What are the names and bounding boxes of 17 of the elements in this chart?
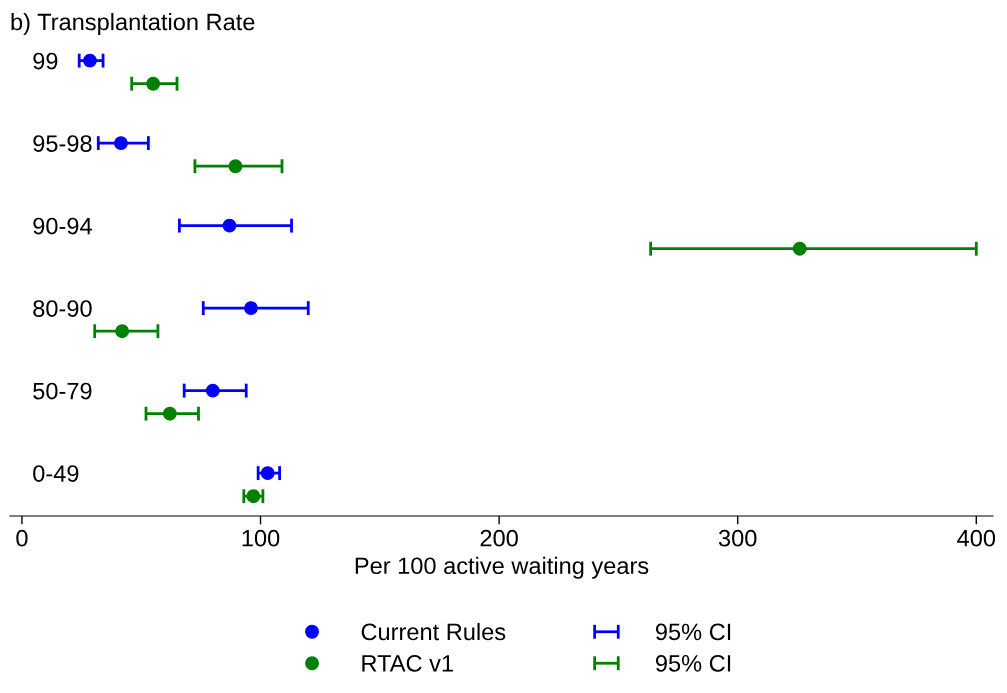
y-tick-label: 90-94 <box>33 217 92 235</box>
text: 95% CI <box>655 655 731 672</box>
y-tick-label: 50-79 <box>33 382 92 400</box>
chart-title: b) Transplantation Rate <box>11 13 255 35</box>
y-tick-label: 99 <box>33 52 58 70</box>
legend-label: Current Rules <box>361 622 506 641</box>
x-tick-label: 300 <box>718 529 757 547</box>
text: 95% CI <box>655 623 731 641</box>
legend-label: RTAC v1 <box>362 655 453 672</box>
y-tick-label: 80-90 <box>33 300 92 317</box>
x-axis-title: Per 100 active waiting years <box>355 556 649 579</box>
x-tick-label: 400 <box>957 529 996 547</box>
x-tick-label: 0 <box>16 529 28 547</box>
y-tick-label: 95-98 <box>33 135 92 152</box>
x-tick-label: 100 <box>242 529 280 547</box>
y-tick-label: 0-49 <box>33 465 79 482</box>
x-tick-label: 200 <box>480 529 518 547</box>
